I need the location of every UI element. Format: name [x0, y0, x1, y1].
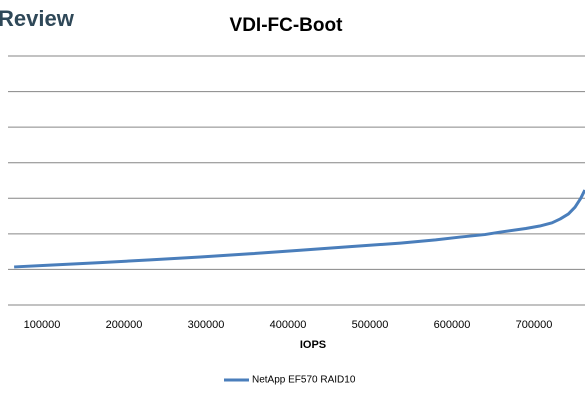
x-axis-label: IOPS — [300, 339, 326, 351]
data-line — [14, 189, 585, 269]
x-tick-label: 600000 — [434, 319, 471, 331]
brand-logo: Review — [0, 6, 75, 31]
x-tick-label: 200000 — [106, 319, 143, 331]
x-tick-label: 700000 — [516, 319, 553, 331]
x-tick-label: 500000 — [352, 319, 389, 331]
x-tick-label: 300000 — [188, 319, 225, 331]
legend-label: NetApp EF570 RAID10 — [252, 375, 356, 386]
chart-title: VDI-FC-Boot — [230, 15, 344, 36]
x-tick-label: 100000 — [24, 319, 61, 331]
x-tick-label: 400000 — [270, 319, 307, 331]
